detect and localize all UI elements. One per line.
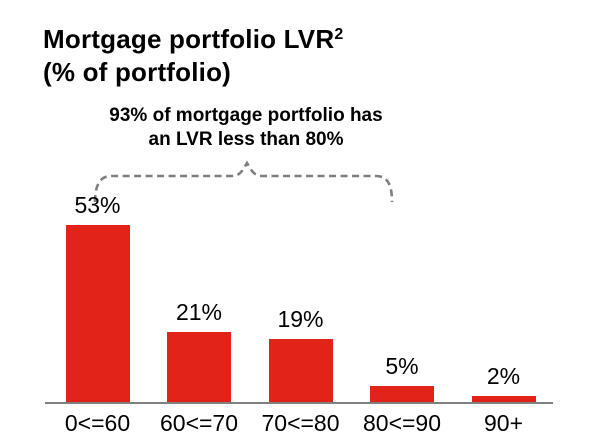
chart-subtitle: (% of portfolio) <box>43 57 232 87</box>
annotation: 93% of mortgage portfolio has an LVR les… <box>66 104 426 152</box>
chart-title: Mortgage portfolio LVR2 (% of portfolio) <box>43 25 343 87</box>
bar-60<=70 <box>167 332 231 403</box>
bar-value-label: 2% <box>486 363 521 389</box>
annotation-line-1: 93% of mortgage portfolio has <box>109 105 383 126</box>
bar-value-label: 5% <box>385 353 419 379</box>
x-axis-label: 70<=80 <box>261 410 340 436</box>
x-axis-label: 90+ <box>483 410 524 436</box>
x-axis-label: 60<=70 <box>159 410 239 436</box>
bar-value-label: 21% <box>175 299 223 325</box>
annotation-brace <box>93 160 394 203</box>
bar-90+ <box>471 396 536 403</box>
bar-0<=60 <box>65 225 130 403</box>
x-axis-label: 80<=90 <box>362 410 442 436</box>
bar-80<=90 <box>370 386 434 403</box>
bar-value-label: 19% <box>277 306 324 332</box>
x-axis-line <box>45 402 553 404</box>
x-axis-label: 0<=60 <box>64 410 131 436</box>
bar-value-label: 53% <box>74 192 121 218</box>
bar-70<=80 <box>268 339 333 403</box>
annotation-line-2: an LVR less than 80% <box>148 129 344 150</box>
chart-title-text: Mortgage portfolio LVR <box>43 24 335 54</box>
chart-title-footnote-marker: 2 <box>334 26 344 43</box>
